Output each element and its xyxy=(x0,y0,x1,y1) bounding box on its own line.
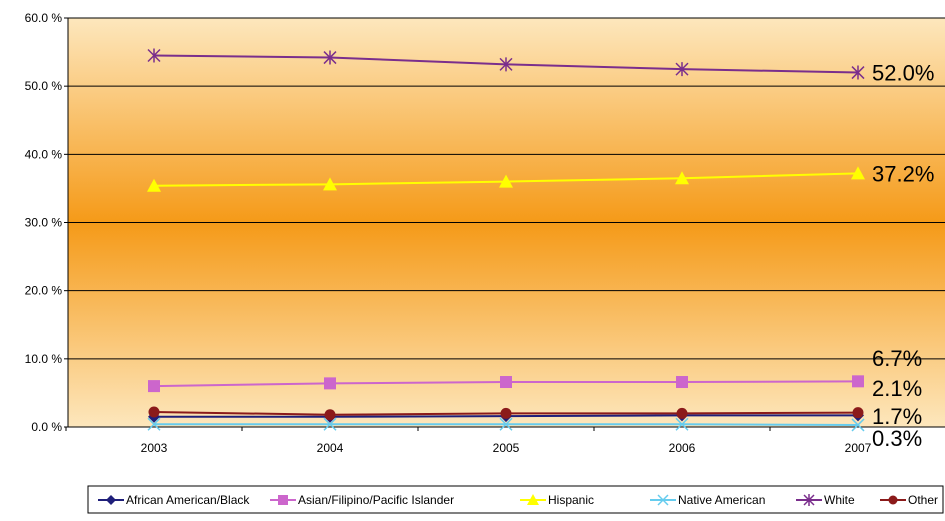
y-tick-label: 10.0 % xyxy=(25,352,63,366)
gridlines xyxy=(68,17,945,360)
data-point xyxy=(675,417,689,431)
data-point xyxy=(851,65,865,80)
x-tick-label: 2006 xyxy=(669,441,696,455)
data-point xyxy=(852,375,864,388)
data-point xyxy=(148,380,160,393)
data-point xyxy=(657,494,669,506)
x-tick-label: 2007 xyxy=(845,441,872,455)
end-value-label: 37.2% xyxy=(872,161,934,186)
data-point xyxy=(499,57,513,72)
y-tick-label: 30.0 % xyxy=(25,216,63,230)
series-1 xyxy=(148,375,864,393)
data-point xyxy=(500,376,512,389)
data-point xyxy=(676,407,688,419)
y-axis: 0.0 % 10.0 % 20.0 % 30.0 % 40.0 % 50.0 % 60.0 … xyxy=(25,11,69,434)
data-point xyxy=(675,171,689,185)
series-4 xyxy=(147,48,865,80)
data-point xyxy=(499,417,513,431)
data-point xyxy=(147,417,161,431)
legend-label: Other xyxy=(908,493,938,507)
end-value-label: 52.0% xyxy=(872,61,934,86)
data-point xyxy=(851,418,865,432)
y-tick-label: 40.0 % xyxy=(25,147,63,161)
end-value-label: 6.7% xyxy=(872,346,922,371)
x-axis: 2003 2004 2005 2006 2007 xyxy=(65,426,945,455)
y-tick-label: 50.0 % xyxy=(25,79,63,93)
series-group xyxy=(147,48,865,432)
y-tick-label: 20.0 % xyxy=(25,284,63,298)
x-tick-label: 2004 xyxy=(317,441,344,455)
data-point xyxy=(323,177,337,191)
end-value-label: 0.3% xyxy=(872,426,922,451)
legend-label: Native American xyxy=(678,493,765,507)
series-2 xyxy=(147,166,865,192)
data-point xyxy=(803,494,815,506)
data-point xyxy=(324,377,336,390)
series-5 xyxy=(148,406,864,421)
x-tick-label: 2005 xyxy=(493,441,520,455)
legend-label: Hispanic xyxy=(548,493,594,507)
data-point xyxy=(888,495,898,505)
data-point xyxy=(676,376,688,389)
legend: African American/Black Asian/Filipino/Pac… xyxy=(87,485,944,514)
end-labels: 52.0% 37.2% 6.7% 2.1% 1.7%0.3% xyxy=(872,61,934,451)
end-value-label: 2.1% xyxy=(872,376,922,401)
end-value-label: 1.7% xyxy=(872,404,922,429)
data-point xyxy=(147,48,161,63)
data-point xyxy=(278,495,288,505)
data-point xyxy=(323,50,337,65)
data-point xyxy=(148,406,160,418)
legend-label: Asian/Filipino/Pacific Islander xyxy=(298,493,454,507)
data-point xyxy=(147,178,161,192)
y-tick-label: 60.0 % xyxy=(25,11,63,25)
data-point xyxy=(675,62,689,77)
legend-label: African American/Black xyxy=(126,493,250,507)
data-point xyxy=(324,409,336,421)
legend-label: White xyxy=(824,493,855,507)
data-point xyxy=(323,417,337,431)
data-point xyxy=(499,174,513,188)
x-tick-label: 2003 xyxy=(141,441,168,455)
data-point xyxy=(500,407,512,419)
data-point xyxy=(527,494,539,505)
data-point xyxy=(851,166,865,180)
y-tick-label: 0.0 % xyxy=(31,420,62,434)
data-point xyxy=(106,495,116,505)
data-point xyxy=(852,407,864,419)
series-3 xyxy=(147,417,865,432)
